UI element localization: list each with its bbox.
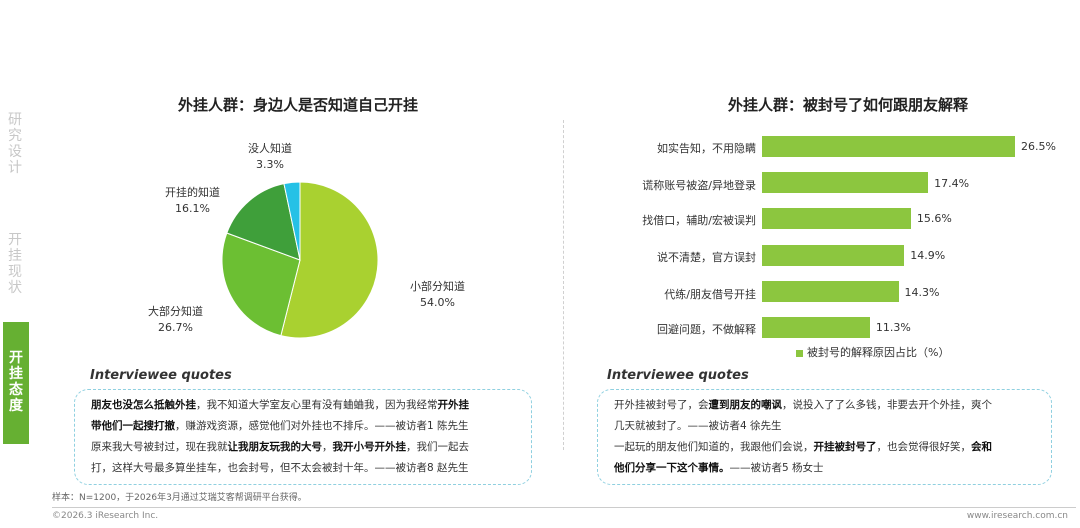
quote-emphasis: 朋友也没怎么抵触外挂 <box>91 399 196 411</box>
pie-slice <box>283 181 301 261</box>
quote-line: 朋友也没怎么抵触外挂，我不知道大学室友心里有没有蛐蛐我，因为我经常开外挂 <box>91 395 531 416</box>
bar-category-label: 代练/朋友借号开挂 <box>664 288 756 301</box>
sidebar-item-research-design[interactable]: 研究设计 <box>8 112 22 176</box>
bar-value-label: 11.3% <box>875 321 911 334</box>
quote-emphasis: 带他们一起搜打撤 <box>91 420 175 432</box>
quote-line: 原来我大号被封过，现在我就让我朋友玩我的大号，我开小号开外挂，我们一起去 <box>91 437 531 458</box>
pie-slice-name: 开挂的知道 <box>165 186 220 199</box>
pie-chart <box>221 181 379 339</box>
pie-label-few-know: 小部分知道 54.0% <box>410 279 465 311</box>
quote-text: ——被访者4 徐先生 <box>687 420 782 432</box>
bar-rect <box>762 136 1015 157</box>
pie-slice-value: 16.1% <box>175 202 210 215</box>
right-quotes-box: 开外挂被封号了，会遭到朋友的嘲讽，说投入了了么多钱，非要去开个外挂，爽个 几天就被… <box>597 389 1052 485</box>
pie-slice-name: 大部分知道 <box>148 305 203 318</box>
left-chart-title: 外挂人群：身边人是否知道自己开挂 <box>178 96 419 114</box>
bar-rect <box>762 317 870 338</box>
quote-emphasis: 开外挂 <box>437 399 470 411</box>
bar-rect <box>762 208 911 229</box>
left-quotes-heading: Interviewee quotes <box>90 368 232 383</box>
right-chart-title: 外挂人群：被封号了如何跟朋友解释 <box>728 96 969 114</box>
pie-slice-value: 3.3% <box>256 158 284 171</box>
bar-value-label: 14.3% <box>904 286 940 299</box>
legend-swatch <box>796 349 803 357</box>
sidebar-item-cheat-status[interactable]: 开挂现状 <box>8 232 22 296</box>
quote-emphasis: 他们分享一下这个事情。 <box>614 462 730 474</box>
left-quotes-box: 朋友也没怎么抵触外挂，我不知道大学室友心里有没有蛐蛐我，因为我经常开外挂 带他们一… <box>74 389 532 485</box>
quote-emphasis: 开挂被封号了 <box>813 441 877 453</box>
quote-text: 打，这样大号最多算坐挂车，也会封号，但不太会被封十年。——被访者8 赵先生 <box>91 462 469 474</box>
pie-slice-name: 小部分知道 <box>410 280 465 293</box>
quote-line: 他们分享一下这个事情。——被访者5 杨女士 <box>614 458 1051 479</box>
right-quotes-heading: Interviewee quotes <box>607 368 749 383</box>
bar-category-label: 说不清楚，官方误封 <box>657 251 756 264</box>
quote-emphasis: 遭到朋友的嘲讽 <box>708 399 783 411</box>
footer-divider <box>52 507 1076 508</box>
quote-line: 一起玩的朋友他们知道的，我跟他们会说，开挂被封号了，也会觉得很好笑，会和 <box>614 437 1051 458</box>
quote-text: 原来我大号被封过，现在我就 <box>91 441 228 453</box>
quote-text: ，赚游戏资源，感觉他们对外挂也不排斥。——被访者1 陈先生 <box>175 420 469 432</box>
pie-label-none-know: 没人知道 3.3% <box>248 141 292 173</box>
footer-website: www.iresearch.com.cn <box>966 511 1068 521</box>
pie-label-most-know: 大部分知道 26.7% <box>148 304 203 336</box>
bar-value-label: 14.9% <box>910 249 946 262</box>
quote-text: ——被访者5 杨女士 <box>729 462 824 474</box>
pie-label-cheaters-know: 开挂的知道 16.1% <box>165 185 220 217</box>
bar-value-label: 17.4% <box>934 177 970 190</box>
sidebar-item-label: 开挂态度 <box>9 350 23 414</box>
bar-category-label: 谎称账号被盗/异地登录 <box>642 179 756 192</box>
quote-text: ，说投入了了么多钱，非要去开个外挂，爽个 <box>782 399 992 411</box>
quote-text: 一起玩的朋友他们知道的，我跟他们会说， <box>614 441 814 453</box>
bar-rect <box>762 281 899 302</box>
quote-text: 几天就被封了。 <box>614 420 688 432</box>
quote-text: ，也会觉得很好笑， <box>876 441 972 453</box>
quote-text: 开外挂被封号了，会 <box>614 399 709 411</box>
pie-slice <box>221 232 301 337</box>
legend-label: 被封号的解释原因占比（%） <box>807 346 950 359</box>
quote-line: 开外挂被封号了，会遭到朋友的嘲讽，说投入了了么多钱，非要去开个外挂，爽个 <box>614 395 1051 416</box>
quote-emphasis: 让我朋友玩我的大号 <box>227 441 323 453</box>
panel-divider <box>563 120 564 450</box>
quote-text: ，我们一起去 <box>406 441 469 453</box>
bar-rect <box>762 172 929 193</box>
pie-slice <box>280 181 379 339</box>
pie-slice-value: 26.7% <box>158 321 193 334</box>
bar-legend: 被封号的解释原因占比（%） <box>796 344 949 360</box>
bar-category-label: 如实告知，不用隐瞒 <box>657 142 756 155</box>
quote-line: 带他们一起搜打撤，赚游戏资源，感觉他们对外挂也不排斥。——被访者1 陈先生 <box>91 416 531 437</box>
quote-line: 打，这样大号最多算坐挂车，也会封号，但不太会被封十年。——被访者8 赵先生 <box>91 458 531 479</box>
bar-category-label: 找借口，辅助/宏被误判 <box>642 214 756 227</box>
pie-slice-name: 没人知道 <box>248 142 292 155</box>
quote-text: ， <box>322 441 333 453</box>
footer-copyright: ©2026.3 iResearch Inc. <box>52 511 159 521</box>
quote-emphasis: 会和 <box>971 441 992 453</box>
bar-value-label: 15.6% <box>916 212 952 225</box>
bar-category-label: 回避问题，不做解释 <box>657 323 756 336</box>
quote-text: ，我不知道大学室友心里有没有蛐蛐我，因为我经常 <box>196 399 438 411</box>
quote-emphasis: 我开小号开外挂 <box>332 441 407 453</box>
pie-slice-value: 54.0% <box>420 296 455 309</box>
bar-value-label: 26.5% <box>1021 140 1056 153</box>
sample-footnote: 样本：N=1200，于2026年3月通过艾瑞艾客帮调研平台获得。 <box>52 493 307 503</box>
sidebar-item-cheat-attitude[interactable]: 开挂态度 <box>3 322 29 444</box>
pie-slice <box>226 183 301 261</box>
quote-line: 几天就被封了。——被访者4 徐先生 <box>614 416 1051 437</box>
bar-rect <box>762 245 905 266</box>
